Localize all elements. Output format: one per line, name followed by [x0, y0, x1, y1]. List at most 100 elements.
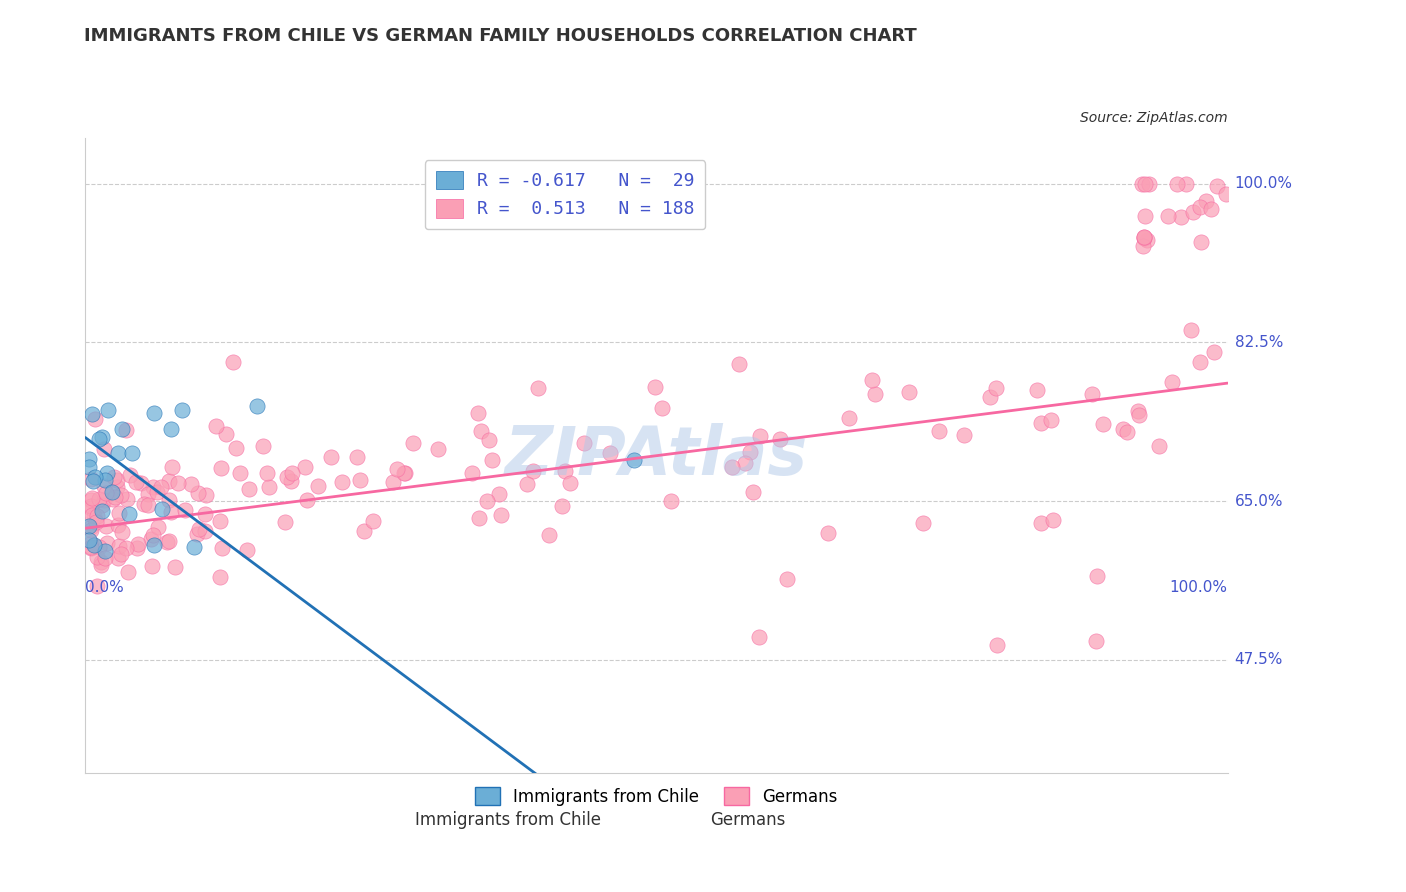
Point [110, 487, 132, 501]
Point [741, 484, 763, 499]
Text: Germans: Germans [710, 812, 786, 830]
Point [1206, 178, 1229, 193]
Point [1091, 417, 1114, 431]
Point [160, 459, 183, 474]
Point [229, 467, 252, 481]
Point [238, 482, 260, 496]
Point [94, 486, 117, 500]
Text: Source: ZipAtlas.com: Source: ZipAtlas.com [1080, 112, 1227, 126]
Legend: R = -0.617   N =  29, R =  0.513   N = 188: R = -0.617 N = 29, R = 0.513 N = 188 [425, 160, 706, 229]
Point [121, 446, 143, 460]
Point [80, 499, 103, 513]
Point [1136, 233, 1159, 247]
Point [1201, 202, 1223, 216]
Point [80, 536, 103, 550]
Point [77, 519, 100, 533]
Point [838, 411, 860, 425]
Point [1181, 205, 1204, 219]
Point [83, 538, 105, 552]
Point [1161, 376, 1184, 390]
Point [108, 539, 131, 553]
Point [1081, 387, 1104, 401]
Point [1133, 210, 1156, 224]
Point [1215, 187, 1237, 202]
Point [274, 515, 297, 529]
Point [1133, 231, 1156, 245]
Point [90, 558, 112, 573]
Point [100, 484, 122, 499]
Point [468, 511, 491, 525]
Point [478, 434, 501, 448]
Point [172, 403, 194, 417]
Point [740, 445, 762, 459]
Point [1195, 194, 1218, 209]
Point [644, 380, 666, 394]
Point [142, 406, 165, 420]
Point [136, 487, 159, 501]
Point [394, 467, 416, 481]
Point [349, 473, 371, 487]
Point [173, 503, 195, 517]
Point [104, 490, 127, 504]
Point [83, 412, 105, 426]
Text: ZIPAtlas: ZIPAtlas [505, 423, 808, 489]
Point [307, 479, 329, 493]
Point [208, 569, 231, 583]
Point [1115, 425, 1137, 440]
Point [91, 498, 114, 512]
Point [860, 372, 883, 386]
Point [194, 507, 217, 521]
Point [205, 418, 228, 433]
Point [80, 492, 103, 507]
Point [1166, 177, 1188, 191]
Point [1026, 383, 1049, 397]
Point [77, 460, 100, 475]
Point [281, 466, 304, 480]
Point [551, 499, 574, 513]
Point [817, 526, 839, 541]
Point [928, 425, 950, 439]
Point [776, 572, 799, 586]
Point [211, 541, 233, 556]
Point [522, 464, 544, 478]
Point [898, 384, 921, 399]
Point [986, 381, 1008, 395]
Point [101, 491, 124, 506]
Point [80, 523, 103, 537]
Point [82, 491, 104, 505]
Point [129, 475, 152, 490]
Point [114, 541, 136, 556]
Point [80, 541, 103, 555]
Point [209, 461, 232, 475]
Point [353, 524, 375, 539]
Point [1133, 230, 1156, 244]
Point [748, 630, 770, 644]
Point [103, 470, 125, 484]
Point [117, 507, 139, 521]
Point [86, 549, 108, 564]
Point [97, 403, 120, 417]
Point [87, 541, 110, 555]
Point [91, 504, 114, 518]
Point [107, 517, 129, 532]
Point [863, 386, 886, 401]
Point [167, 476, 190, 491]
Point [387, 462, 409, 476]
Text: Immigrants from Chile: Immigrants from Chile [415, 812, 600, 830]
Point [93, 479, 115, 493]
Point [554, 464, 576, 478]
Point [1175, 177, 1198, 191]
Point [560, 476, 582, 491]
Point [235, 543, 257, 558]
Point [93, 492, 115, 507]
Point [90, 430, 112, 444]
Point [150, 502, 173, 516]
Point [82, 474, 104, 488]
Text: IMMIGRANTS FROM CHILE VS GERMAN FAMILY HOUSEHOLDS CORRELATION CHART: IMMIGRANTS FROM CHILE VS GERMAN FAMILY H… [84, 27, 917, 45]
Point [749, 429, 772, 443]
Point [142, 538, 165, 552]
Text: 100.0%: 100.0% [1170, 580, 1227, 594]
Point [82, 508, 104, 523]
Point [187, 486, 209, 500]
Point [1132, 239, 1154, 253]
